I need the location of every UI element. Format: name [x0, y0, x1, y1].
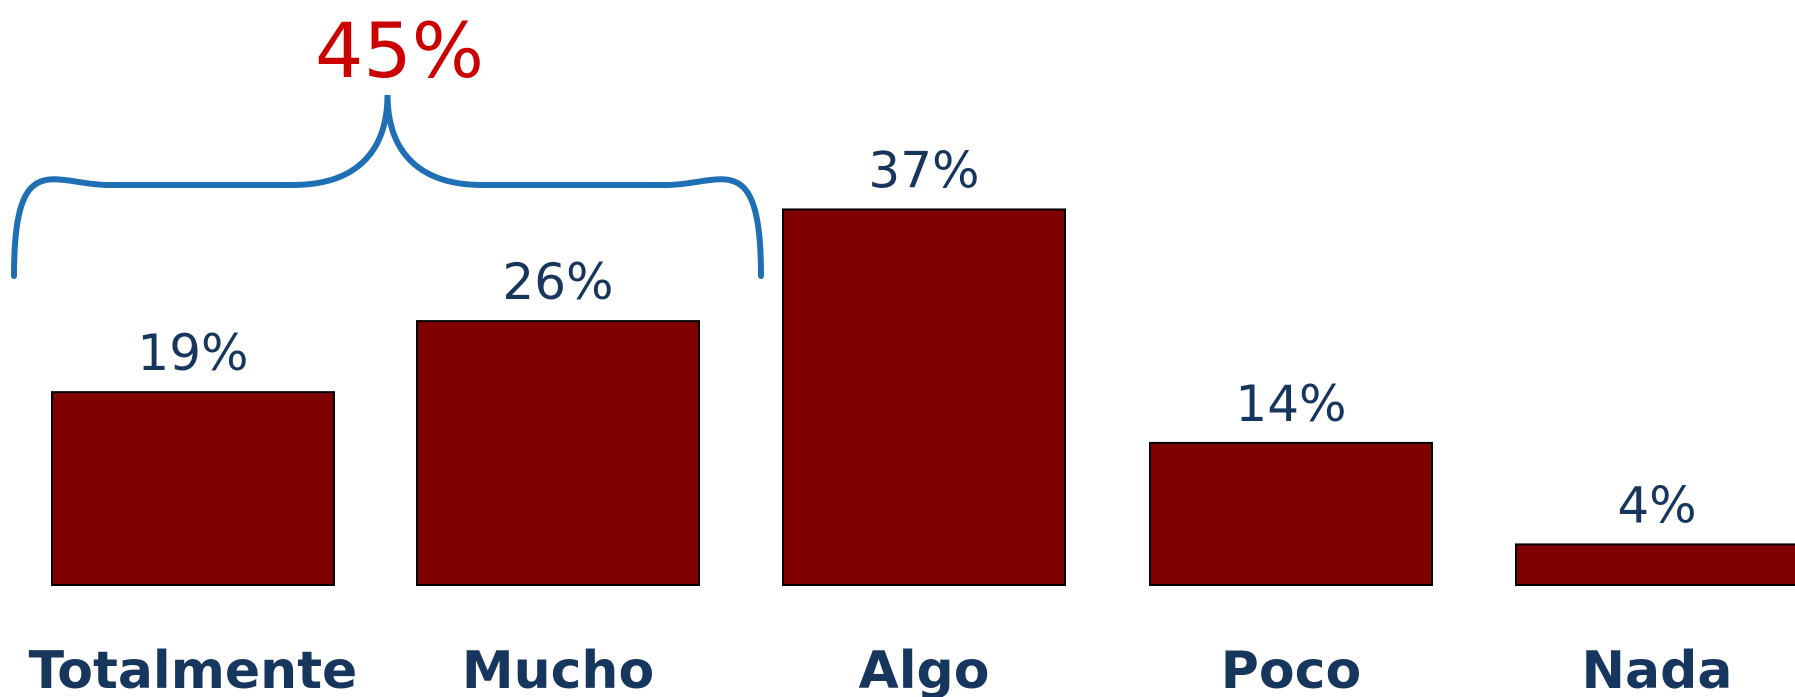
value-label-nada: 4% [1617, 476, 1696, 534]
value-label-mucho: 26% [502, 253, 613, 311]
category-label-algo: Algo [858, 641, 989, 697]
category-label-nada: Nada [1582, 641, 1733, 697]
value-labels-group: 19% 26% 37% 14% 4% [137, 141, 1696, 534]
bar-poco [1149, 441, 1433, 586]
bar-nada [1515, 543, 1795, 587]
category-label-totalmente: Totalmente [29, 641, 358, 697]
value-label-algo: 37% [868, 141, 979, 199]
bars-group [51, 208, 1795, 587]
category-label-poco: Poco [1221, 641, 1361, 697]
category-labels-group: Totalmente Mucho Algo Poco Nada [29, 641, 1733, 697]
bar-totalmente [51, 391, 335, 586]
category-label-mucho: Mucho [462, 641, 654, 697]
group-bracket [11, 94, 764, 279]
bar-algo [782, 208, 1066, 586]
bar-mucho [416, 320, 700, 586]
value-label-poco: 14% [1235, 375, 1346, 433]
group-total-label: 45% [315, 6, 484, 95]
value-label-totalmente: 19% [137, 324, 248, 382]
